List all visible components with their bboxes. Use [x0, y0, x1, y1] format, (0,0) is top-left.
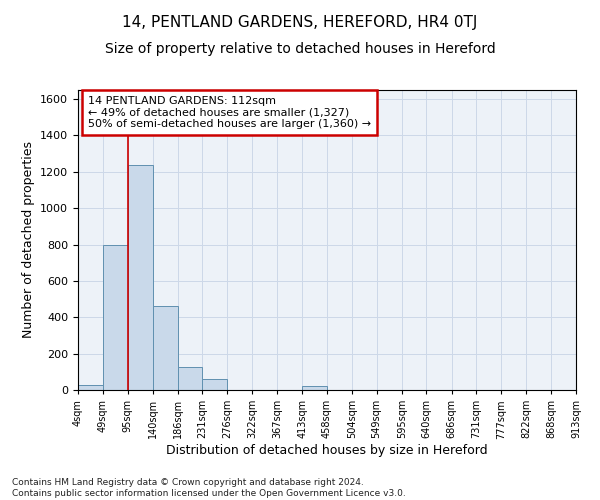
Bar: [178, 368, 202, 390]
Bar: [128, 164, 152, 390]
Text: 14, PENTLAND GARDENS, HEREFORD, HR4 0TJ: 14, PENTLAND GARDENS, HEREFORD, HR4 0TJ: [122, 15, 478, 30]
Text: Size of property relative to detached houses in Hereford: Size of property relative to detached ho…: [104, 42, 496, 56]
Bar: [78, 386, 103, 390]
Bar: [302, 386, 327, 390]
Text: 14 PENTLAND GARDENS: 112sqm
← 49% of detached houses are smaller (1,327)
50% of : 14 PENTLAND GARDENS: 112sqm ← 49% of det…: [88, 96, 371, 129]
Bar: [202, 379, 227, 390]
X-axis label: Distribution of detached houses by size in Hereford: Distribution of detached houses by size …: [166, 444, 488, 457]
Y-axis label: Number of detached properties: Number of detached properties: [22, 142, 35, 338]
Text: Contains HM Land Registry data © Crown copyright and database right 2024.
Contai: Contains HM Land Registry data © Crown c…: [12, 478, 406, 498]
Bar: [152, 306, 178, 390]
Bar: [103, 244, 128, 390]
